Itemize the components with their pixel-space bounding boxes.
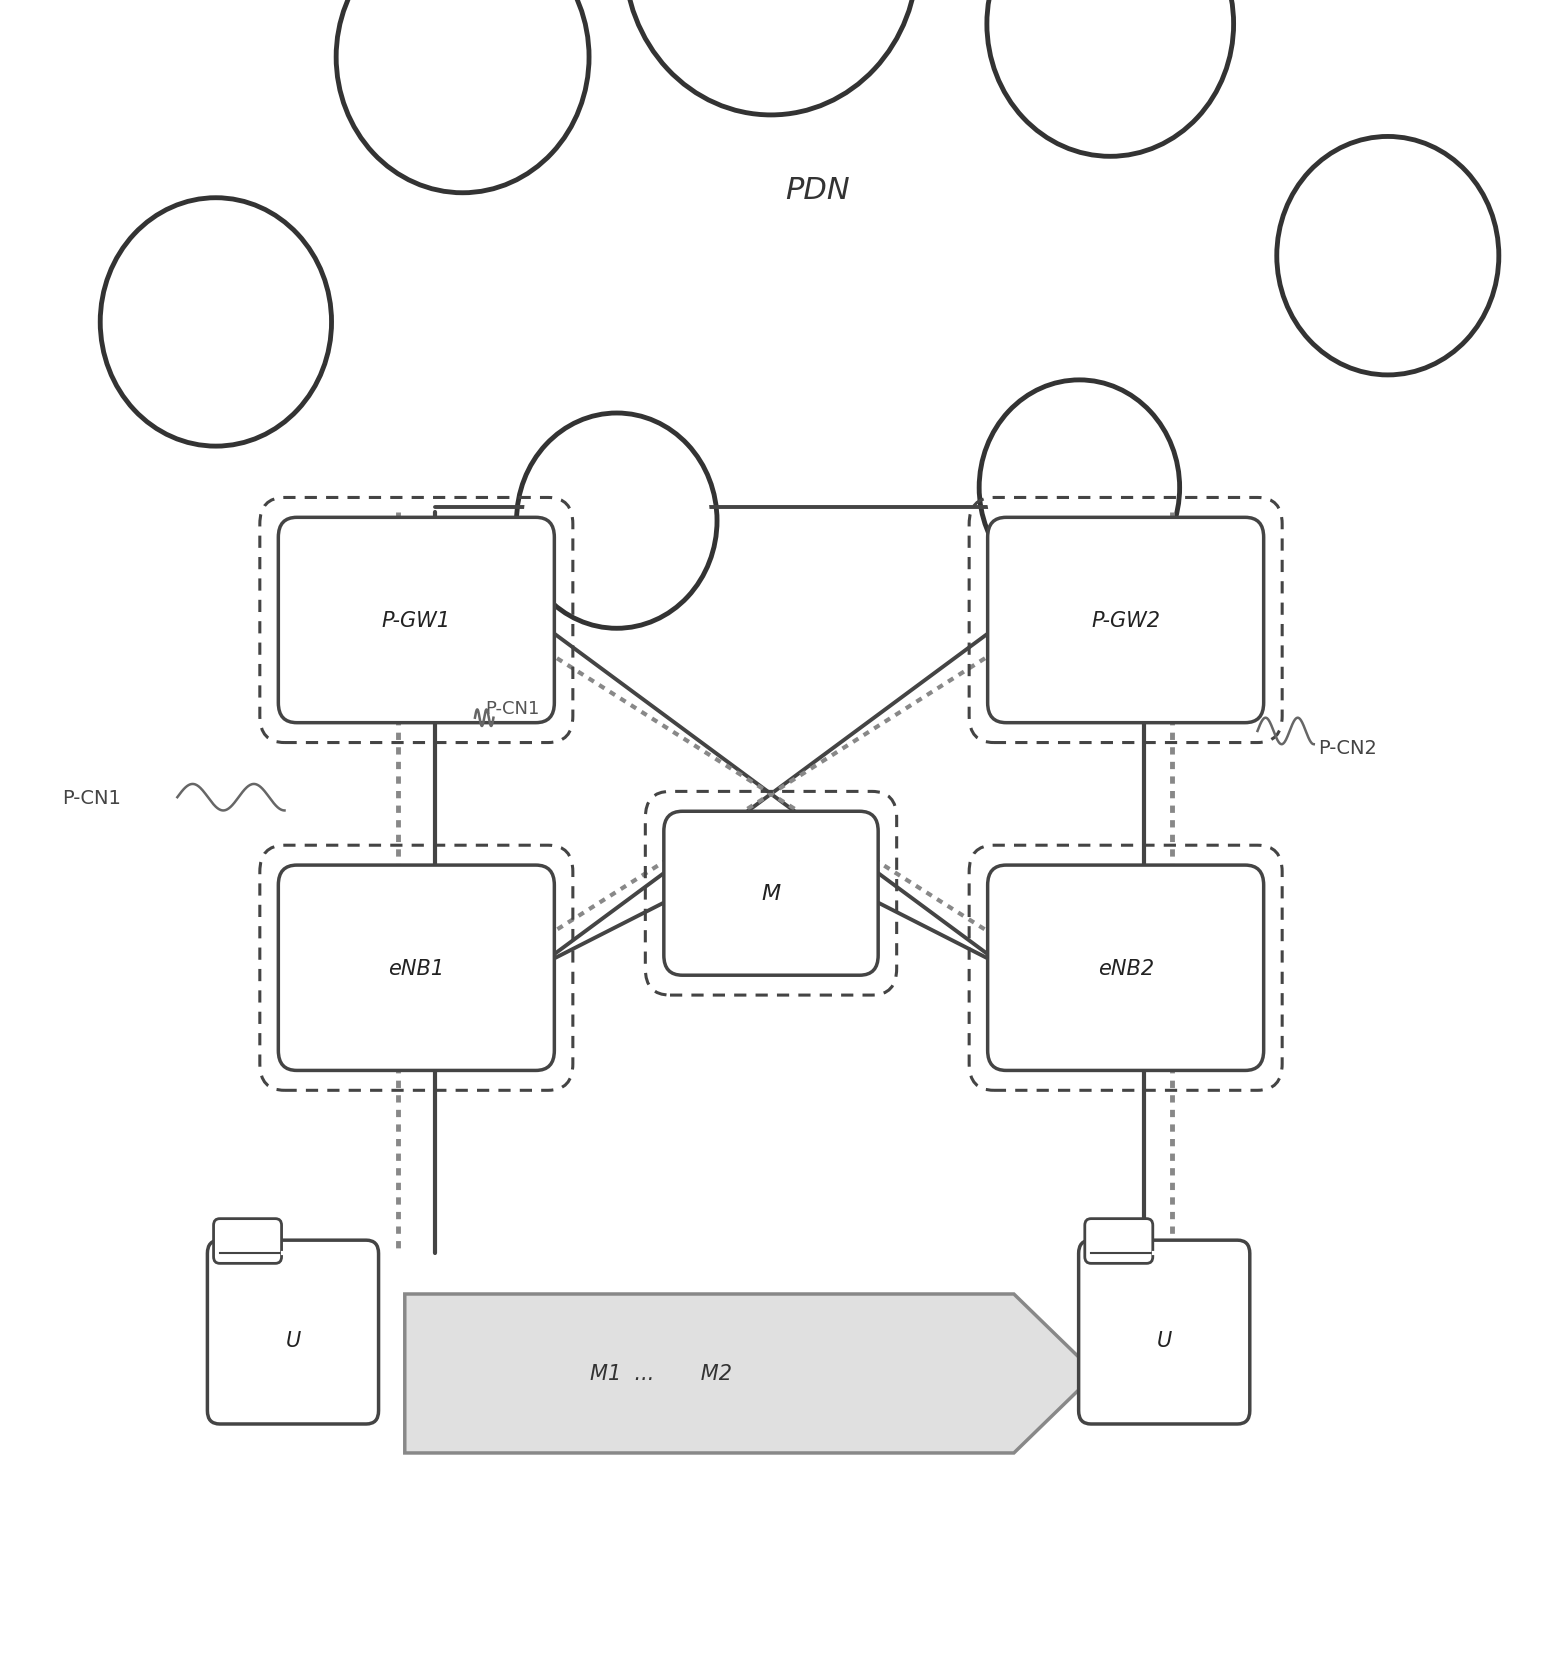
FancyBboxPatch shape (213, 1218, 282, 1264)
Text: M: M (762, 884, 780, 904)
Ellipse shape (345, 0, 580, 184)
Text: M1  ...       M2: M1 ... M2 (589, 1364, 731, 1384)
Text: P-GW1: P-GW1 (382, 611, 450, 631)
Ellipse shape (625, 0, 917, 116)
Text: P-CN1: P-CN1 (62, 788, 120, 808)
Text: P-GW2: P-GW2 (1092, 611, 1160, 631)
Text: U: U (1156, 1331, 1172, 1350)
FancyBboxPatch shape (1078, 1241, 1249, 1423)
FancyBboxPatch shape (1086, 1218, 1153, 1264)
Polygon shape (404, 1294, 1095, 1453)
Text: eNB2: eNB2 (1098, 958, 1153, 978)
FancyBboxPatch shape (278, 866, 554, 1071)
Text: U: U (285, 1331, 301, 1350)
Ellipse shape (635, 0, 907, 104)
Ellipse shape (979, 381, 1180, 596)
Ellipse shape (987, 389, 1172, 588)
Text: PDN: PDN (785, 175, 850, 205)
Ellipse shape (1284, 146, 1491, 367)
Text: eNB1: eNB1 (389, 958, 444, 978)
Ellipse shape (517, 414, 717, 629)
FancyBboxPatch shape (663, 811, 879, 975)
Ellipse shape (109, 209, 322, 437)
Ellipse shape (100, 199, 332, 447)
Ellipse shape (524, 422, 709, 621)
FancyBboxPatch shape (987, 866, 1263, 1071)
Ellipse shape (336, 0, 589, 194)
Ellipse shape (987, 0, 1234, 157)
FancyBboxPatch shape (278, 518, 554, 723)
Ellipse shape (1277, 137, 1499, 376)
Text: P-CN2: P-CN2 (1318, 738, 1377, 758)
Text: P-CN1: P-CN1 (486, 700, 540, 717)
Ellipse shape (996, 0, 1224, 147)
FancyBboxPatch shape (987, 518, 1263, 723)
FancyBboxPatch shape (207, 1241, 378, 1423)
